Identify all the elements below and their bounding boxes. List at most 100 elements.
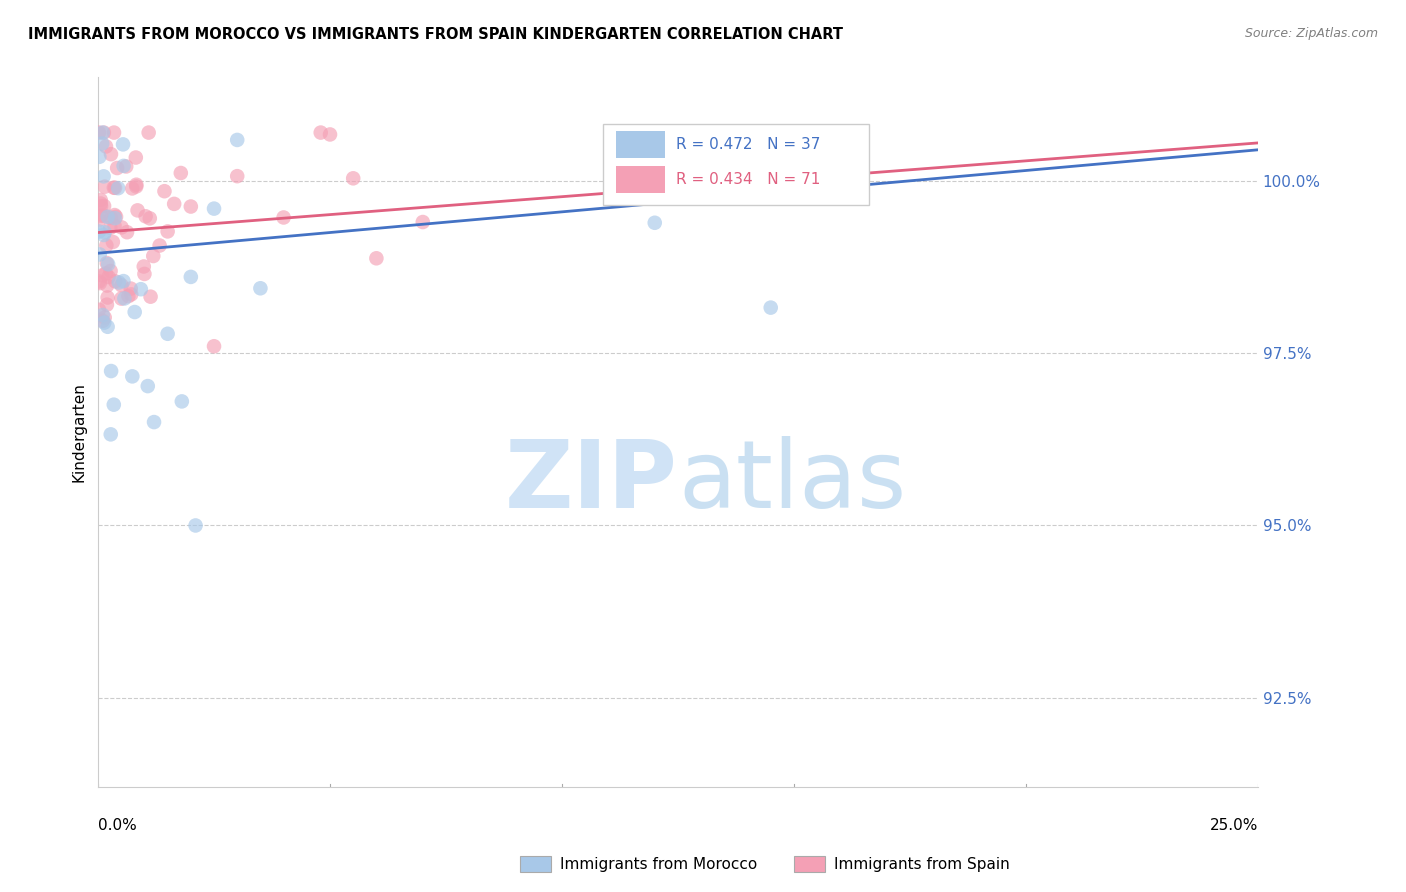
Point bbox=[105, 161, 128, 175]
Point bbox=[103, 126, 125, 140]
Point bbox=[94, 139, 117, 153]
Point bbox=[87, 302, 110, 317]
Point bbox=[93, 209, 115, 223]
Point bbox=[105, 210, 128, 224]
FancyBboxPatch shape bbox=[603, 124, 869, 205]
Y-axis label: Kindergarten: Kindergarten bbox=[72, 383, 86, 483]
Point bbox=[107, 276, 129, 290]
Point bbox=[249, 281, 271, 295]
Point bbox=[121, 181, 143, 195]
Point bbox=[100, 211, 122, 225]
Bar bbox=[616, 131, 665, 158]
Point bbox=[226, 169, 249, 183]
Point bbox=[115, 225, 138, 239]
Text: atlas: atlas bbox=[678, 436, 907, 528]
Point bbox=[104, 274, 127, 288]
Point bbox=[97, 210, 120, 224]
Point bbox=[120, 282, 142, 296]
Point bbox=[180, 269, 202, 284]
Point bbox=[124, 305, 146, 319]
Point bbox=[100, 147, 122, 161]
Point bbox=[96, 238, 118, 252]
Point bbox=[93, 126, 115, 140]
Point bbox=[98, 220, 121, 235]
Point bbox=[125, 178, 148, 192]
Point bbox=[93, 227, 115, 242]
Point bbox=[273, 211, 295, 225]
Point bbox=[226, 133, 249, 147]
Point bbox=[94, 179, 117, 194]
Point bbox=[112, 274, 135, 288]
Point bbox=[104, 181, 127, 195]
Point bbox=[87, 275, 110, 289]
Text: R = 0.472   N = 37: R = 0.472 N = 37 bbox=[676, 136, 820, 152]
Point bbox=[139, 211, 162, 226]
Point bbox=[132, 260, 155, 274]
Point bbox=[90, 193, 112, 207]
Point bbox=[163, 197, 186, 211]
Point bbox=[149, 238, 172, 252]
Point bbox=[91, 136, 114, 151]
Point bbox=[91, 314, 114, 328]
Point bbox=[412, 215, 434, 229]
Point bbox=[90, 209, 112, 223]
Point bbox=[87, 225, 110, 239]
Point bbox=[87, 126, 110, 140]
Point bbox=[202, 339, 225, 353]
Point bbox=[112, 292, 135, 306]
Text: 25.0%: 25.0% bbox=[1209, 818, 1258, 833]
Point bbox=[93, 316, 115, 330]
Point bbox=[170, 394, 193, 409]
Point bbox=[117, 289, 139, 303]
Point bbox=[100, 427, 122, 442]
Point bbox=[103, 398, 125, 412]
Point bbox=[93, 225, 115, 239]
Point bbox=[366, 252, 388, 266]
Point bbox=[103, 219, 125, 233]
Point bbox=[93, 310, 115, 325]
Text: Immigrants from Spain: Immigrants from Spain bbox=[834, 857, 1010, 871]
Point bbox=[129, 282, 152, 296]
Point bbox=[184, 518, 207, 533]
Point bbox=[170, 166, 193, 180]
Point bbox=[97, 290, 120, 304]
Text: ZIP: ZIP bbox=[505, 436, 678, 528]
Point bbox=[91, 126, 114, 140]
Point bbox=[91, 268, 114, 283]
Point bbox=[97, 270, 120, 285]
Point bbox=[342, 171, 364, 186]
Point bbox=[90, 199, 112, 213]
Point bbox=[110, 278, 132, 293]
Text: R = 0.434   N = 71: R = 0.434 N = 71 bbox=[676, 172, 820, 187]
Point bbox=[112, 137, 135, 152]
Text: Immigrants from Morocco: Immigrants from Morocco bbox=[560, 857, 756, 871]
Point bbox=[104, 208, 127, 222]
Text: 0.0%: 0.0% bbox=[98, 818, 136, 833]
Point bbox=[121, 369, 143, 384]
Point bbox=[100, 364, 122, 378]
Point bbox=[96, 298, 118, 312]
Point bbox=[91, 308, 114, 322]
Point bbox=[142, 249, 165, 263]
Point bbox=[202, 202, 225, 216]
Point bbox=[180, 200, 202, 214]
Point bbox=[89, 276, 111, 290]
Point bbox=[156, 224, 179, 238]
Point bbox=[101, 235, 124, 249]
Point bbox=[97, 257, 120, 271]
Point bbox=[143, 415, 166, 429]
Point bbox=[135, 209, 157, 223]
Point bbox=[110, 220, 132, 235]
Point bbox=[156, 326, 179, 341]
Point bbox=[96, 278, 118, 293]
Point bbox=[89, 247, 111, 261]
Point bbox=[138, 126, 160, 140]
Text: Source: ZipAtlas.com: Source: ZipAtlas.com bbox=[1244, 27, 1378, 40]
Point bbox=[96, 256, 118, 270]
Point bbox=[115, 160, 138, 174]
Point bbox=[112, 159, 135, 173]
Point bbox=[90, 196, 112, 211]
Point bbox=[107, 181, 129, 195]
Bar bbox=[616, 166, 665, 194]
Point bbox=[93, 169, 115, 184]
